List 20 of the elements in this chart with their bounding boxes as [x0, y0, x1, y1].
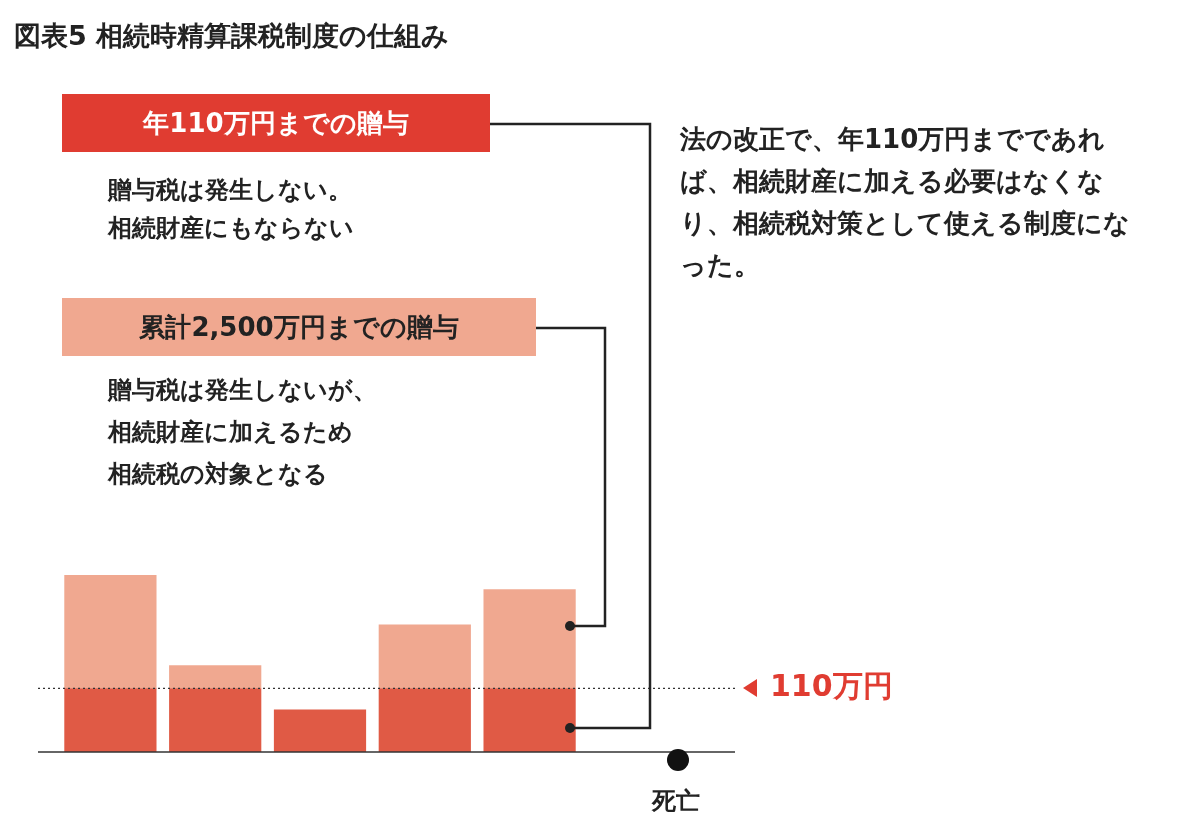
- bar: [273, 709, 367, 752]
- text: 累計2,500万円までの贈与: [62, 298, 536, 356]
- bar: [64, 575, 157, 689]
- text: 相続財産にもならない: [108, 213, 354, 244]
- bar: [169, 688, 262, 752]
- text: 法の改正で、年110万円までであれば、相続財産に加える必要はなくなり、相続税対策として使える制度になった。: [680, 123, 1131, 282]
- text: 贈与税は発生しない。: [108, 175, 352, 206]
- text: 相続税の対象となる: [108, 459, 328, 490]
- bar: [64, 688, 157, 752]
- bar: [169, 665, 262, 689]
- chart-title: 図表5 相続時精算課税制度の仕組み: [14, 19, 450, 53]
- ref-line-label: 110万円: [770, 668, 893, 704]
- text: 贈与税は発生しないが、: [108, 375, 377, 406]
- text: 年110万円までの贈与: [62, 94, 490, 152]
- bar: [378, 688, 471, 752]
- text: 死亡: [652, 786, 700, 817]
- text: 相続財産に加えるため: [108, 417, 353, 448]
- bar: [483, 688, 576, 752]
- bar: [483, 589, 576, 689]
- bar: [378, 624, 471, 689]
